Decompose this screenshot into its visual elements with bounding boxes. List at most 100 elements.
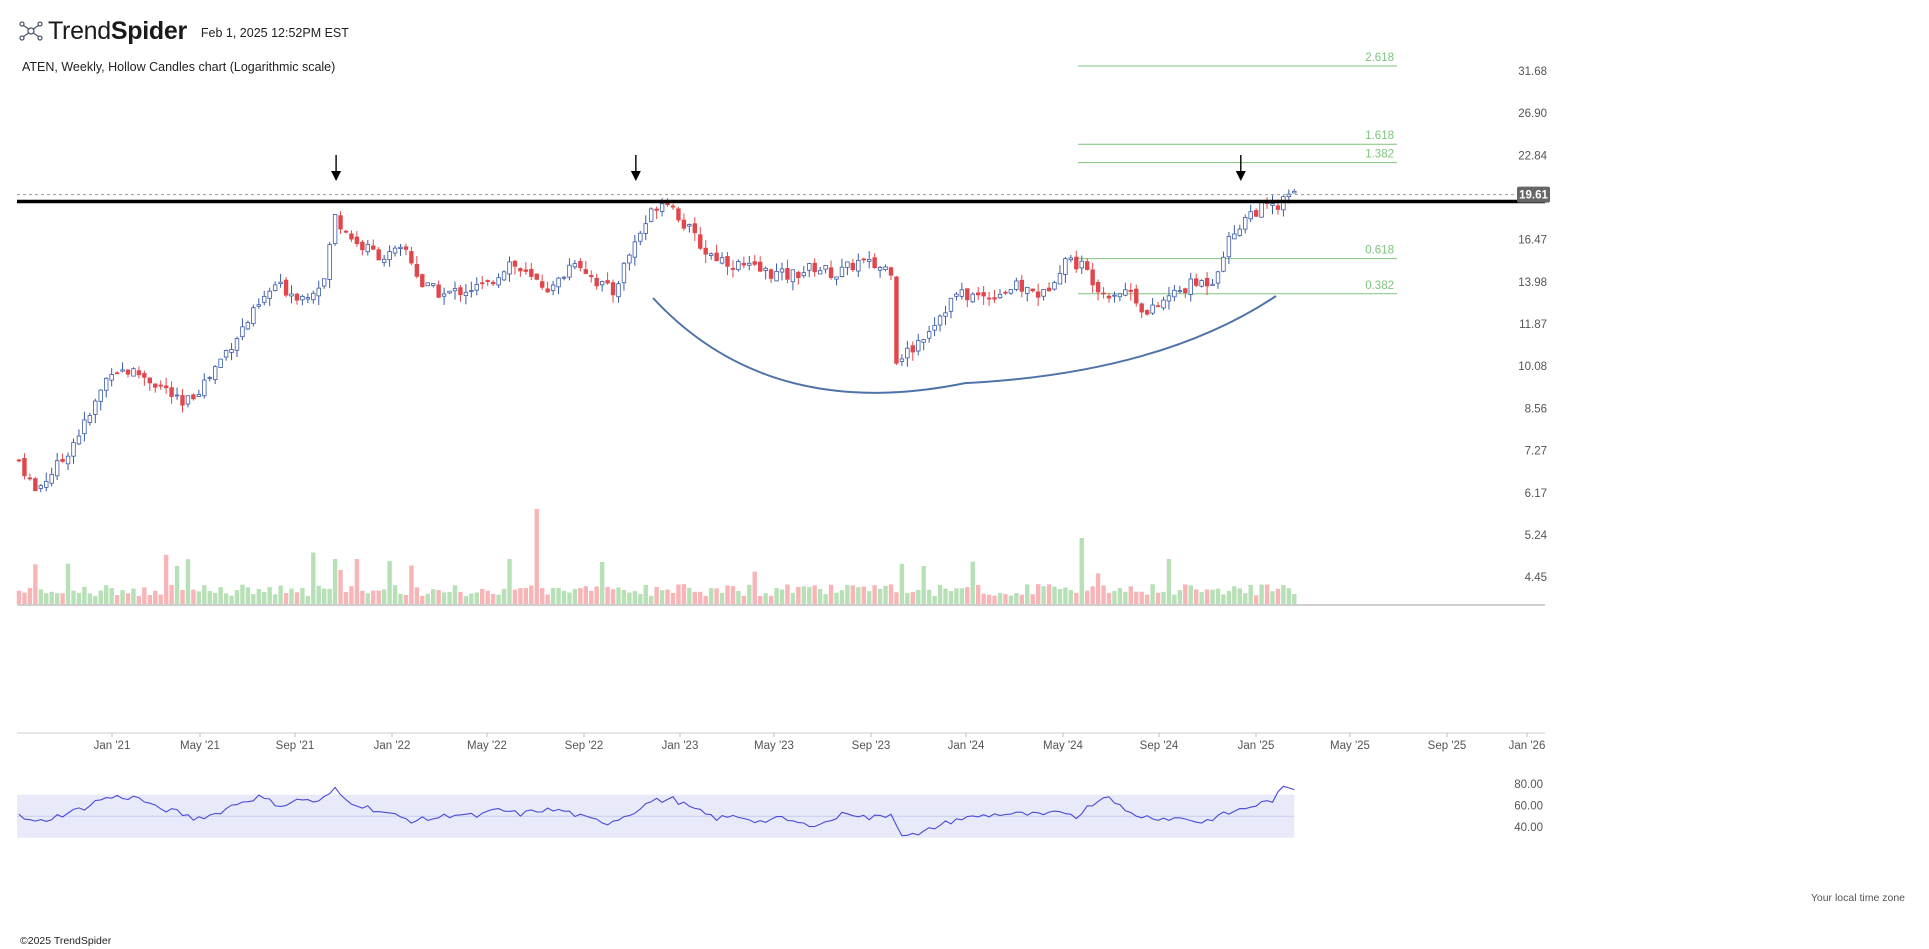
candle-body <box>1172 289 1177 298</box>
volume-bar <box>599 561 605 604</box>
candle-body <box>932 325 937 331</box>
volume-bar <box>1068 590 1074 604</box>
trendspider-logo-icon <box>19 21 43 41</box>
candle-body <box>60 459 65 462</box>
candle-body <box>1139 303 1144 313</box>
volume-bar <box>131 588 136 604</box>
candle-body <box>627 254 632 264</box>
volume-bar <box>665 589 670 604</box>
candle-body <box>687 224 692 227</box>
fib-level-label: 2.618 <box>1365 52 1394 64</box>
candle-body <box>1237 228 1242 236</box>
candle-body <box>163 385 169 389</box>
candle-body <box>474 284 479 291</box>
candle-body <box>125 369 131 375</box>
candle-body <box>49 474 54 484</box>
volume-bar <box>283 593 289 604</box>
candle-body <box>807 263 812 271</box>
candle-body <box>98 389 103 402</box>
volume-bar <box>627 592 632 604</box>
candle-body <box>986 297 992 300</box>
volume-bar <box>976 584 981 604</box>
candle-body <box>1079 260 1084 269</box>
candle-body <box>365 243 370 253</box>
volume-bar <box>1117 588 1123 604</box>
volume-bar <box>1035 584 1041 604</box>
volume-bar <box>98 590 103 604</box>
volume-bar <box>594 586 599 604</box>
volume-bar <box>60 593 65 604</box>
volume-bar <box>578 588 583 604</box>
candle-body <box>970 293 975 303</box>
volume-bar <box>49 591 54 604</box>
candle-body <box>376 249 381 261</box>
candle-body <box>1019 279 1024 292</box>
candle-body <box>692 223 697 234</box>
volume-bar <box>398 593 403 604</box>
candle-body <box>1286 193 1292 197</box>
candle-body <box>316 287 321 297</box>
x-tick-label: Sep '25 <box>1428 740 1467 752</box>
candle-body <box>480 282 485 285</box>
volume-bar <box>300 588 305 604</box>
volume-bar <box>278 585 283 604</box>
x-tick-label: Jan '23 <box>662 740 699 752</box>
volume-bar <box>425 593 430 604</box>
volume-bar <box>469 593 474 604</box>
candle-body <box>490 281 496 285</box>
volume-bar <box>861 586 866 604</box>
volume-bar <box>16 590 22 604</box>
candle-body <box>305 297 311 300</box>
volume-bar <box>327 588 332 604</box>
candle-body <box>109 374 114 381</box>
candle-body <box>1243 217 1248 230</box>
volume-bar <box>436 590 441 604</box>
volume-bar <box>970 561 975 604</box>
candle-body <box>512 260 518 267</box>
candle-body <box>131 368 136 377</box>
fib-level-label: 1.382 <box>1365 149 1394 161</box>
volume-bar <box>338 569 343 604</box>
volume-bar <box>905 593 910 604</box>
candle-body <box>872 257 877 269</box>
candle-body <box>959 289 965 297</box>
volume-bar <box>120 590 125 604</box>
volume-bar <box>605 586 610 604</box>
volume-bar <box>801 586 806 604</box>
x-tick-label: Jan '24 <box>948 740 985 752</box>
candle-body <box>670 205 676 208</box>
candle-body <box>785 268 790 280</box>
candle-body <box>1014 280 1019 290</box>
candle-body <box>16 459 22 462</box>
candle-body <box>403 246 409 250</box>
volume-bar <box>169 585 174 604</box>
volume-bar <box>218 587 223 604</box>
candle-body <box>1259 200 1264 218</box>
candle-body <box>360 241 365 251</box>
volume-bar <box>632 591 638 604</box>
volume-bar <box>371 590 376 604</box>
candle-body <box>529 268 534 277</box>
candle-body <box>338 215 343 230</box>
volume-bar <box>1041 586 1046 604</box>
volume-bar <box>1139 591 1144 604</box>
rsi-line <box>18 785 1295 837</box>
candle-body <box>1074 256 1079 270</box>
volume-bar <box>1199 592 1204 604</box>
candle-body <box>469 290 474 292</box>
candle-body <box>142 373 147 378</box>
candle-body <box>1177 290 1183 293</box>
candle-body <box>1106 295 1112 299</box>
candle-body <box>65 455 71 465</box>
volume-bar <box>463 595 469 604</box>
volume-bar <box>289 588 294 604</box>
volume-bar <box>1134 591 1139 604</box>
candle-body <box>850 262 856 271</box>
candle-body <box>583 269 588 274</box>
candle-body <box>354 236 360 245</box>
volume-bar <box>550 587 556 604</box>
volume-bar <box>1030 594 1035 604</box>
candle-body <box>1221 256 1226 272</box>
volume-bar <box>654 586 659 604</box>
